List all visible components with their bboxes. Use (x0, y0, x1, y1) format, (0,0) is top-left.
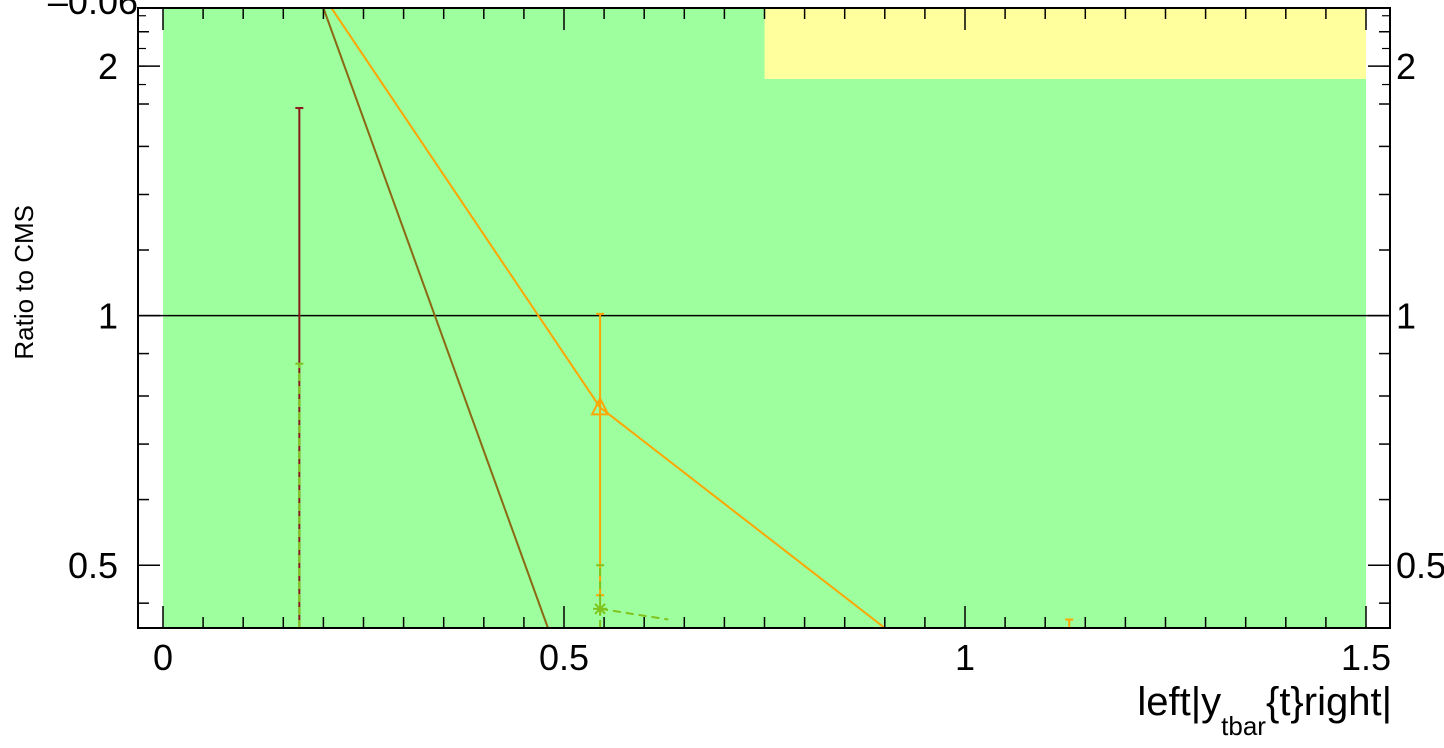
band-0 (163, 8, 765, 628)
y-tick-label-right-2: 2 (1396, 46, 1416, 87)
series-0-line (322, 7, 549, 629)
uncertainty-bands (163, 8, 1366, 629)
y-tick-label-2: 2 (98, 46, 118, 87)
series-3-marker (593, 601, 608, 616)
y-tick-label-right-0: 0.5 (1396, 545, 1444, 586)
x-tick-label-0: 0 (153, 637, 173, 678)
y-tick-label-0: 0.5 (68, 545, 118, 586)
band-2 (764, 8, 1366, 79)
y-tick-label-right-1: 1 (1396, 296, 1416, 337)
series-1-marker (590, 396, 610, 416)
y-tick-label-1: 1 (98, 296, 118, 337)
x-tick-label-2: 1 (955, 637, 975, 678)
x-axis-title-sub: tbar (1221, 711, 1266, 741)
x-axis-title-tail: {t}right| (1266, 680, 1392, 724)
top-clipped-label: –0.06 (48, 0, 138, 22)
data-series (295, 7, 1074, 629)
x-tick-label-1: 0.5 (539, 637, 589, 678)
x-tick-label-3: 1.5 (1341, 637, 1391, 678)
x-axis-title: left|ytbar{t}right| (1137, 680, 1392, 741)
x-axis-title-main: left|y (1137, 680, 1221, 724)
y-axis-title: Ratio to CMS (9, 205, 39, 360)
series-3-marker-stroke-3 (594, 603, 606, 615)
axis-ticks (138, 8, 1390, 628)
series-3-line (599, 607, 669, 621)
tick-labels: 0 0.5 1 1.5 0.5 1 2 0.5 1 2 (68, 46, 1444, 678)
band-1 (764, 78, 1366, 629)
